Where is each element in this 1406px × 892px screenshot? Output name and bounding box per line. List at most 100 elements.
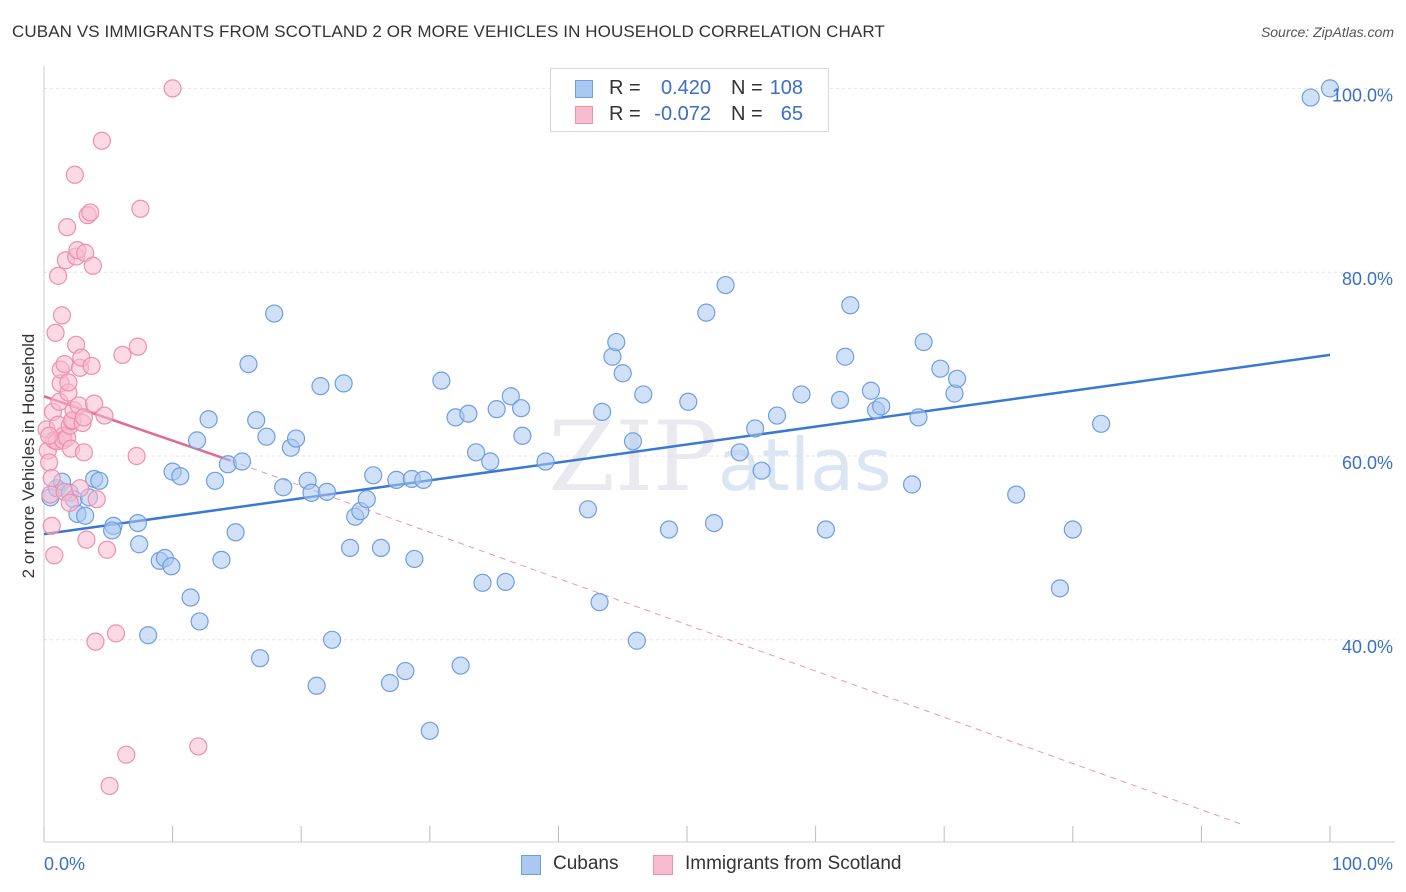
cubans-point — [513, 426, 532, 445]
cubans-point — [212, 550, 231, 569]
cubans-point — [190, 612, 209, 631]
r-label: R = — [609, 77, 641, 99]
cubans-point — [257, 427, 276, 446]
scotland-point — [85, 394, 104, 413]
cubans-point — [357, 490, 376, 509]
scotland-point — [70, 479, 90, 498]
cubans-point — [387, 470, 406, 489]
scotland-point — [131, 199, 150, 218]
cubans-point — [274, 478, 293, 497]
scotland-point — [77, 530, 96, 549]
cubans-point — [496, 572, 515, 592]
r-value: 0.420 — [660, 77, 711, 99]
scotland-point — [106, 624, 126, 643]
scotland-trend-extension — [230, 460, 1241, 825]
scotland-point — [49, 266, 68, 285]
cubans-point — [380, 673, 400, 693]
scotland-point — [117, 745, 136, 764]
cubans-point — [536, 452, 555, 471]
r-label: R = — [609, 103, 641, 125]
cubans-point — [187, 431, 207, 450]
cubans-point — [767, 406, 787, 425]
cubans-point — [501, 387, 520, 406]
cubans-point — [466, 443, 486, 462]
scotland-point — [113, 345, 132, 365]
cubans-point — [830, 390, 850, 410]
cubans-point — [459, 404, 478, 423]
cubans-trend-line — [43, 353, 1331, 536]
cubans-point — [487, 400, 506, 419]
cubans-point — [512, 399, 531, 418]
cubans-point — [473, 573, 492, 592]
scotland-point — [65, 165, 84, 184]
cubans-point — [232, 452, 252, 471]
scotland-point — [42, 468, 61, 488]
cubans-point — [861, 381, 880, 400]
cubans-point — [697, 303, 716, 322]
scotland-point — [74, 408, 93, 427]
stats-row-scotland: R = -0.072 N = 65 — [551, 102, 828, 128]
series-legend: Cubans Immigrants from Scotland — [0, 852, 1406, 878]
tick-labels: 100.0% 80.0% 60.0% 40.0% 0.0% 100.0% — [44, 85, 1393, 874]
scotland-point — [55, 354, 74, 374]
cubans-point — [704, 513, 724, 533]
cubans-point — [1050, 579, 1070, 598]
cubans-point — [364, 466, 383, 485]
cubans-point — [322, 630, 342, 649]
cubans-point — [1007, 485, 1026, 504]
cubans-point — [627, 631, 646, 650]
cubans-point — [405, 549, 424, 569]
cubans-point — [607, 332, 626, 352]
cubans-point — [679, 392, 698, 411]
y-tick-label: 100.0% — [1332, 85, 1393, 105]
cubans-point — [623, 432, 643, 451]
cubans-point — [90, 471, 109, 490]
cubans-point — [481, 452, 500, 471]
cubans-point — [947, 369, 967, 388]
scotland-point — [82, 356, 101, 376]
cubans-point — [716, 275, 735, 295]
y-tick-label: 60.0% — [1342, 453, 1393, 473]
x-tick-label: 100.0% — [1332, 854, 1393, 874]
cubans-point — [613, 364, 632, 383]
scotland-point — [189, 737, 208, 756]
cubans-point — [414, 470, 433, 489]
scotland-legend-swatch — [653, 855, 673, 875]
n-value: 65 — [780, 103, 803, 125]
cubans-point — [451, 656, 470, 675]
cubans-point — [841, 296, 860, 315]
cubans-point — [103, 521, 122, 540]
cubans-point — [317, 482, 337, 501]
scotland-point — [127, 446, 146, 466]
cubans-point — [171, 467, 190, 486]
cubans-point — [792, 385, 811, 404]
cubans-point — [872, 397, 891, 416]
n-value: 108 — [769, 77, 803, 99]
cubans-point — [945, 384, 964, 403]
scotland-point — [128, 337, 147, 356]
cubans-point — [902, 475, 922, 494]
cubans-point — [205, 471, 225, 490]
cubans-point — [1063, 520, 1082, 539]
cubans-point — [76, 506, 95, 525]
scotland-point — [58, 218, 77, 237]
scotland-point — [81, 203, 100, 222]
cubans-point — [659, 520, 679, 539]
cubans-point — [265, 304, 284, 323]
cubans-point — [286, 429, 306, 448]
n-label: N = — [731, 103, 763, 125]
scotland-point — [42, 516, 61, 535]
cubans-point — [250, 649, 270, 668]
scotland-point — [46, 323, 65, 342]
cubans-point — [1320, 79, 1340, 98]
scotland-point — [74, 443, 93, 462]
cubans-point — [307, 676, 326, 695]
cubans-point — [816, 520, 835, 539]
scotland-point — [59, 373, 78, 392]
scotland-point — [87, 490, 106, 509]
stats-legend: R = 0.420 N = 108 R = -0.072 N = 65 — [550, 68, 829, 132]
scotland-point — [95, 406, 114, 425]
cubans-point — [1301, 88, 1320, 107]
scotland-point — [52, 306, 72, 325]
